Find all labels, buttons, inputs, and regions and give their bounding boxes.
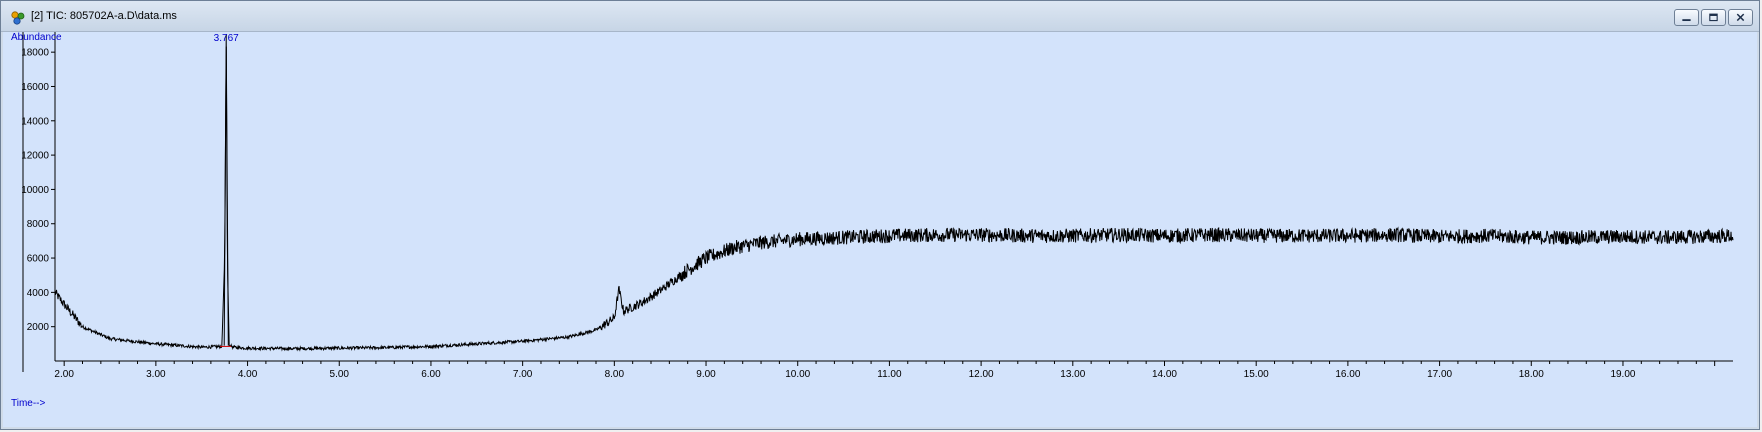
y-tick-label: 14000	[21, 116, 49, 127]
x-axis-ticks: 2.00 3.00 4.00 5.00 6.00 7.00 8.00 9.00 10.00 11.…	[54, 361, 1716, 380]
y-axis-label: Abundance	[11, 32, 62, 43]
restore-button[interactable]	[1701, 9, 1726, 26]
x-tick-label: 16.00	[1335, 369, 1360, 380]
tic-trace-line	[54, 46, 1734, 352]
x-axis-label: Time-->	[11, 398, 46, 409]
minimize-button[interactable]	[1674, 9, 1699, 26]
x-tick-label: 6.00	[421, 369, 441, 380]
x-tick-label: 8.00	[605, 369, 625, 380]
x-tick-label: 5.00	[330, 369, 350, 380]
y-tick-label: 12000	[21, 151, 49, 162]
y-axis-ticks: 2000 4000 6000 8000 10000 12000 14000 16000 1800…	[21, 48, 55, 333]
title-bar[interactable]: [2] TIC: 805702A-a.D\data.ms	[1, 1, 1759, 32]
y-tick-label: 10000	[21, 185, 49, 196]
x-tick-label: 13.00	[1060, 369, 1085, 380]
peak-3767-apex	[223, 34, 229, 346]
minimize-icon	[1682, 19, 1691, 22]
y-tick-label: 2000	[27, 322, 50, 333]
y-tick-label: 6000	[27, 254, 50, 265]
y-tick-label: 8000	[27, 219, 50, 230]
window-title: [2] TIC: 805702A-a.D\data.ms	[31, 10, 177, 22]
x-tick-label: 9.00	[696, 369, 716, 380]
x-tick-label: 14.00	[1152, 369, 1177, 380]
restore-icon	[1709, 13, 1718, 22]
y-tick-label: 18000	[21, 48, 49, 59]
window-controls	[1674, 9, 1753, 26]
x-tick-label: 12.00	[969, 369, 994, 380]
tic-chromatogram-chart[interactable]: 2000 4000 6000 8000 10000 12000 14000 16000 1800…	[3, 32, 1757, 427]
x-tick-label: 3.00	[146, 369, 166, 380]
x-tick-label: 11.00	[877, 369, 902, 380]
close-icon	[1736, 13, 1745, 22]
chemstation-app-icon	[11, 11, 25, 25]
x-tick-label: 19.00	[1610, 369, 1635, 380]
x-tick-label: 17.00	[1427, 369, 1452, 380]
close-button[interactable]	[1728, 9, 1753, 26]
x-tick-label: 10.00	[785, 369, 810, 380]
x-tick-label: 7.00	[513, 369, 533, 380]
x-tick-label: 4.00	[238, 369, 258, 380]
chromatogram-plot-area[interactable]: 2000 4000 6000 8000 10000 12000 14000 16000 1800…	[3, 32, 1757, 427]
x-tick-label: 18.00	[1519, 369, 1544, 380]
x-tick-label: 15.00	[1244, 369, 1269, 380]
y-tick-label: 16000	[21, 82, 49, 93]
y-tick-label: 4000	[27, 288, 50, 299]
x-tick-label: 2.00	[54, 369, 74, 380]
